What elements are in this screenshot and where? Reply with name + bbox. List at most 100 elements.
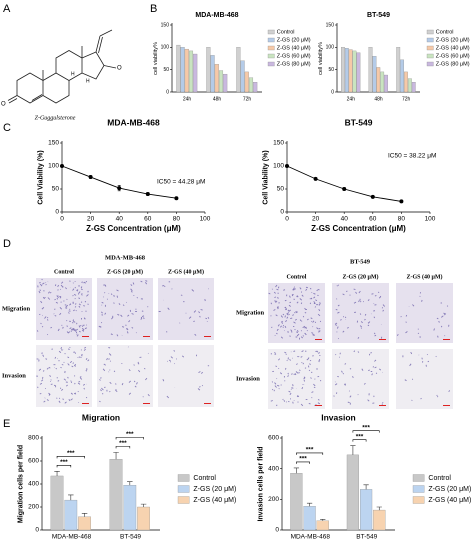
legend-label: Z-GS (20 μM) (436, 37, 470, 43)
y-tick-label: 100 (48, 163, 59, 170)
bar (348, 49, 353, 93)
x-tick-label: BT-549 (120, 534, 141, 541)
micrograph (332, 283, 389, 343)
scale-bar (143, 336, 150, 337)
y-tick-label: 150 (326, 22, 335, 28)
bar (176, 44, 181, 93)
scale-bar (204, 336, 211, 337)
bar (373, 509, 386, 531)
bar (340, 47, 345, 93)
x-tick-label: MDA-MB-468 (291, 534, 331, 541)
micrograph (396, 349, 453, 409)
y-tick-label: 100 (326, 45, 335, 51)
point (313, 176, 318, 181)
bar (411, 82, 416, 93)
structure-bond (81, 51, 105, 80)
atom-label: H (86, 78, 90, 84)
legend-swatch (426, 61, 434, 67)
legend-swatch (426, 45, 434, 51)
micrograph (268, 283, 325, 343)
significance-label: *** (299, 456, 307, 463)
y-tick-label: 100 (161, 45, 170, 51)
cells (333, 350, 384, 405)
cells (98, 280, 149, 337)
y-tick-label: 50 (328, 67, 334, 73)
x-tick-label: 48h (374, 96, 383, 102)
bar (360, 489, 373, 531)
legend-swatch (177, 496, 190, 504)
y-tick-label: 800 (28, 435, 39, 442)
bar (123, 484, 137, 531)
cells (99, 346, 150, 403)
y-tick-label: 0 (331, 89, 334, 95)
y-axis-label: Migration cells per field (17, 445, 24, 523)
panel-label: E (3, 418, 10, 430)
scale-bar (379, 339, 386, 340)
chart-title: BT-549 (345, 117, 373, 127)
legend-label: Z-GS (20 μM) (277, 37, 311, 43)
legend-label: Z-GS (60 μM) (436, 53, 470, 59)
error-bar (293, 467, 300, 474)
structure (7, 29, 117, 104)
chart-title: MDA-MB-468 (107, 117, 160, 127)
scale-bar (443, 405, 450, 406)
bar (384, 74, 388, 93)
row-label: Migration (236, 309, 265, 316)
y-tick-label: 600 (28, 458, 39, 465)
y-tick-label: 0 (166, 89, 169, 95)
y-tick-label: 400 (28, 481, 39, 488)
bar (400, 59, 404, 93)
error-bar (363, 484, 369, 490)
significance-label: *** (306, 447, 314, 454)
row-label: Invasion (2, 372, 26, 379)
significance-bracket (56, 465, 72, 468)
column-header: Z-GS (20 μM) (107, 268, 143, 275)
y-tick-label: 0 (35, 527, 39, 534)
y-tick-label: 150 (273, 140, 284, 147)
y-tick-label: 50 (277, 186, 285, 193)
bar (290, 473, 303, 531)
error-bar (320, 518, 326, 521)
row-label: Invasion (236, 375, 260, 382)
legend-swatch (426, 37, 434, 43)
legend-label: Z-GS (40 μM) (428, 497, 471, 504)
significance-bracket (352, 439, 367, 442)
legend-swatch (426, 53, 434, 59)
annotation: IC50 = 38.22 μM (388, 153, 436, 160)
micrograph (97, 345, 153, 407)
bar (407, 78, 412, 93)
x-tick-label: 80 (173, 216, 181, 223)
bar (356, 52, 361, 93)
error-bar (140, 503, 147, 507)
y-tick-label: 200 (268, 496, 279, 503)
legend-swatch (426, 29, 434, 35)
cells (334, 284, 386, 340)
micrograph (36, 345, 92, 407)
cells (268, 284, 322, 340)
bar (316, 520, 329, 531)
significance-bracket (56, 456, 85, 459)
x-tick-label: 72h (402, 96, 411, 102)
error-bar (54, 471, 60, 476)
legend-swatch (412, 474, 425, 482)
row-label: Migration (2, 305, 31, 312)
legend-swatch (177, 485, 190, 493)
bar (64, 499, 78, 531)
cells (402, 352, 451, 401)
y-tick-label: 50 (163, 67, 169, 73)
y-tick-label: 50 (52, 186, 60, 193)
scale-bar (82, 403, 89, 404)
bar (223, 73, 228, 93)
micrograph-title: MDA-MB-468 (105, 254, 146, 261)
cells (162, 349, 210, 399)
cells (36, 346, 90, 404)
significance-bracket (115, 437, 144, 440)
legend-swatch (412, 496, 425, 504)
panel-label: B (150, 3, 157, 15)
structure-bond (16, 72, 44, 104)
panel-label: C (3, 122, 11, 134)
error-bar (350, 445, 356, 455)
x-tick-label: 20 (312, 216, 320, 223)
cells (158, 281, 210, 336)
scale-bar (204, 403, 211, 404)
